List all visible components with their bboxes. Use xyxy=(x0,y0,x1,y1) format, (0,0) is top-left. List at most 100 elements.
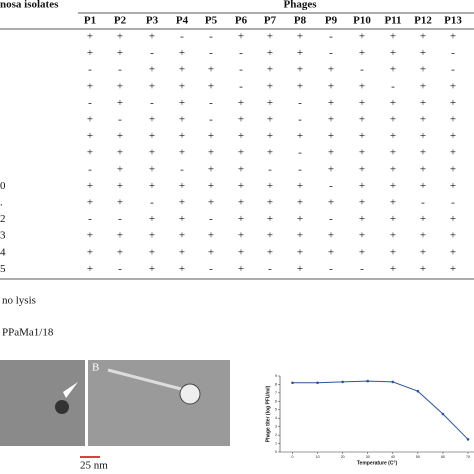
cell: + xyxy=(149,114,155,126)
y-tick-label: 0 xyxy=(275,450,277,454)
y-axis-title: Phage titer (log PFU/ml) xyxy=(265,385,271,442)
cell: + xyxy=(359,230,365,242)
cell: + xyxy=(238,163,244,175)
column-header: P11 xyxy=(384,15,401,27)
cell: + xyxy=(208,163,214,175)
cell: - xyxy=(298,114,302,126)
cell: - xyxy=(268,263,272,275)
cell: + xyxy=(117,180,123,192)
row-label: 4 xyxy=(0,246,6,258)
column-header: P9 xyxy=(325,15,338,27)
row-label: 5 xyxy=(0,263,6,275)
caption: PPaMa1/18 xyxy=(2,327,54,339)
cell: + xyxy=(359,31,365,43)
cell: + xyxy=(267,130,273,142)
cell: + xyxy=(390,97,396,109)
cell: + xyxy=(359,147,365,159)
y-tick-label: 5 xyxy=(275,408,277,412)
cell: + xyxy=(420,246,426,258)
cell: + xyxy=(208,130,214,142)
cell: + xyxy=(297,80,303,92)
cell: - xyxy=(298,163,302,175)
cell: + xyxy=(117,47,123,59)
cell: + xyxy=(420,47,426,59)
cell: + xyxy=(267,246,273,258)
cell: + xyxy=(359,97,365,109)
x-tick-label: 20 xyxy=(341,455,345,459)
cell: + xyxy=(208,230,214,242)
cell: - xyxy=(239,64,243,76)
column-header: P13 xyxy=(444,15,462,27)
column-header: P8 xyxy=(294,15,307,27)
cell: + xyxy=(87,263,93,275)
cell: + xyxy=(420,130,426,142)
cell: + xyxy=(328,246,334,258)
isolates-header: nosa isolates xyxy=(0,0,59,11)
cell: + xyxy=(149,80,155,92)
cell: + xyxy=(450,246,456,258)
column-header: P4 xyxy=(176,15,189,27)
cell: - xyxy=(150,47,154,59)
cell: + xyxy=(179,97,185,109)
cell: - xyxy=(209,114,213,126)
cell: + xyxy=(297,246,303,258)
cell: + xyxy=(328,230,334,242)
cell: + xyxy=(238,213,244,225)
cell: + xyxy=(179,80,185,92)
cell: + xyxy=(87,180,93,192)
cell: - xyxy=(180,31,184,43)
cell: + xyxy=(297,47,303,59)
cell: + xyxy=(267,64,273,76)
cell: - xyxy=(209,97,213,109)
cell: + xyxy=(179,180,185,192)
cell: + xyxy=(238,230,244,242)
point xyxy=(341,380,344,384)
cell: + xyxy=(87,230,93,242)
cell: + xyxy=(238,246,244,258)
cell: + xyxy=(420,180,426,192)
phage-head xyxy=(179,383,201,405)
cell: + xyxy=(267,230,273,242)
cell: + xyxy=(297,263,303,275)
cell: + xyxy=(420,147,426,159)
cell: + xyxy=(328,114,334,126)
y-tick-label: 4 xyxy=(275,416,277,420)
cell: + xyxy=(450,230,456,242)
cell: + xyxy=(297,197,303,209)
cell: - xyxy=(239,47,243,59)
cell: - xyxy=(118,114,122,126)
cell: - xyxy=(150,97,154,109)
cell: + xyxy=(179,263,185,275)
cell: + xyxy=(359,246,365,258)
cell: + xyxy=(238,147,244,159)
cell: + xyxy=(238,197,244,209)
cell: + xyxy=(208,197,214,209)
cell: + xyxy=(238,263,244,275)
cell: + xyxy=(359,163,365,175)
cell: + xyxy=(390,64,396,76)
row-label: 0 xyxy=(0,180,6,192)
x-tick-label: 30 xyxy=(366,455,370,459)
cell: + xyxy=(390,230,396,242)
cell: - xyxy=(180,163,184,175)
column-header: P7 xyxy=(264,15,277,27)
row-label: . xyxy=(0,197,3,209)
column-header: P1 xyxy=(84,15,96,27)
column-header: P3 xyxy=(146,15,159,27)
cell: + xyxy=(149,64,155,76)
cell: + xyxy=(117,147,123,159)
cell: - xyxy=(329,213,333,225)
cell: - xyxy=(329,180,333,192)
cell: + xyxy=(267,197,273,209)
cell: + xyxy=(359,197,365,209)
column-header: P5 xyxy=(205,15,218,27)
point xyxy=(316,381,319,385)
cell: + xyxy=(328,197,334,209)
cell: + xyxy=(450,130,456,142)
cell: - xyxy=(329,31,333,43)
cell: + xyxy=(359,213,365,225)
cell: - xyxy=(268,163,272,175)
cell: + xyxy=(149,130,155,142)
y-tick-label: 6 xyxy=(275,399,277,403)
